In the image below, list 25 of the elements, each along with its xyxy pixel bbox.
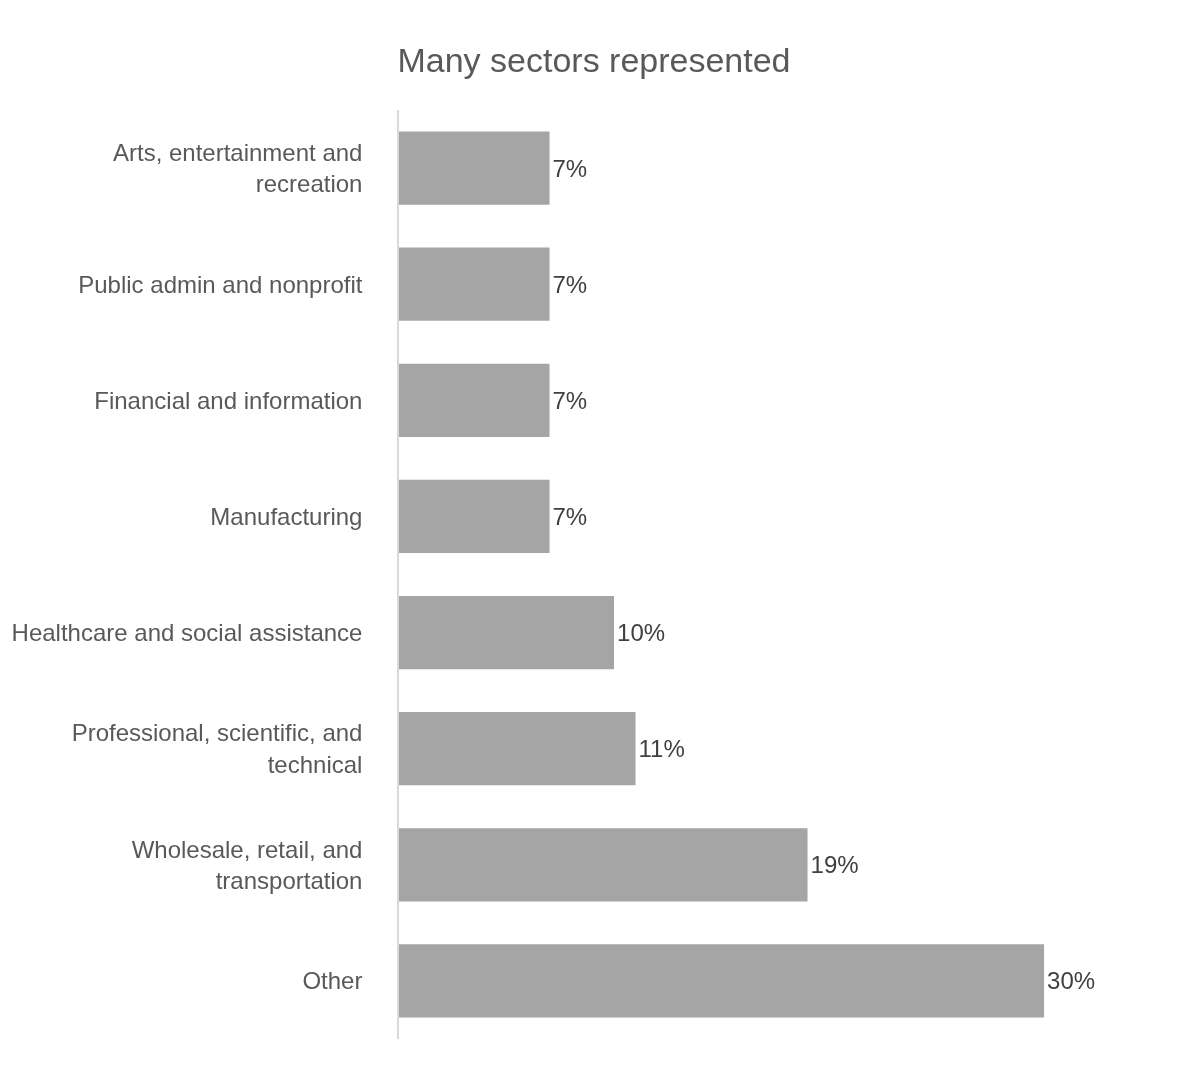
bar bbox=[399, 363, 550, 437]
data-label: 10% bbox=[617, 619, 666, 647]
y-tick-label: Public admin and nonprofit bbox=[78, 270, 363, 298]
chart-title: Many sectors represented bbox=[397, 41, 791, 80]
data-label: 11% bbox=[638, 735, 685, 763]
y-tick-label: Manufacturing bbox=[210, 502, 363, 530]
bar bbox=[399, 247, 550, 321]
y-tick-label: Financial and information bbox=[94, 386, 363, 414]
data-label: 7% bbox=[552, 502, 588, 530]
data-label: 7% bbox=[552, 270, 588, 298]
y-tick-label: Wholesale, retail, and transportation bbox=[131, 835, 363, 894]
y-tick-label: Arts, entertainment and recreation bbox=[112, 138, 363, 198]
y-tick-label: Other bbox=[302, 967, 363, 995]
data-label: 30% bbox=[1047, 967, 1096, 995]
data-label: 7% bbox=[552, 154, 588, 182]
y-tick-label: Professional, scientific, and technical bbox=[71, 719, 363, 778]
bar bbox=[399, 479, 550, 554]
y-tick-label: Healthcare and social assistance bbox=[11, 618, 363, 646]
bar bbox=[399, 828, 808, 902]
bar bbox=[399, 595, 615, 670]
bar bbox=[399, 712, 636, 786]
data-label: 19% bbox=[810, 851, 859, 879]
data-label: 7% bbox=[552, 386, 588, 414]
bar bbox=[399, 944, 1045, 1018]
bar bbox=[399, 131, 550, 205]
